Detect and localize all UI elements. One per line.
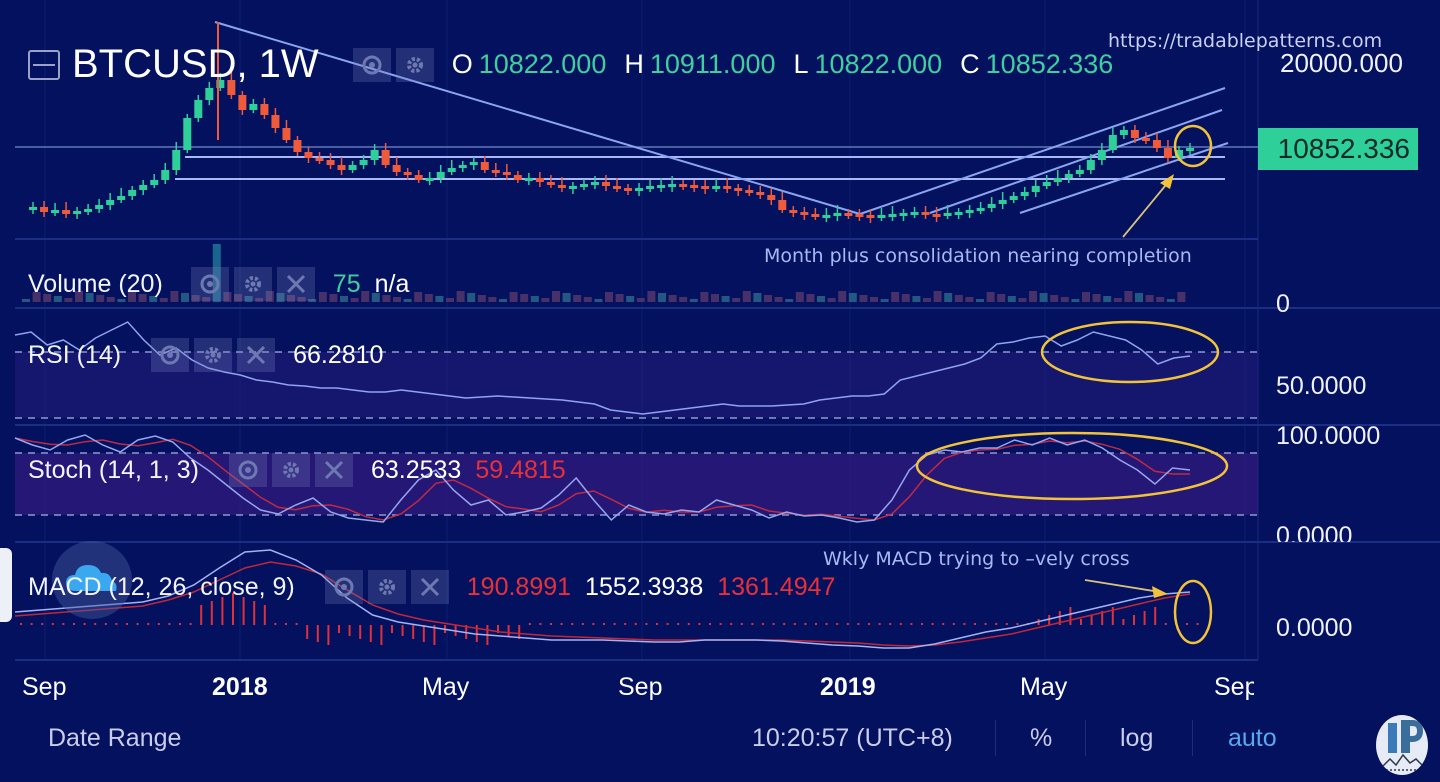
bottom-toolbar <box>0 712 1440 782</box>
rsi-visibility-button[interactable] <box>151 338 190 372</box>
rsi-value: 66.2810 <box>293 340 384 369</box>
low-value: 10822.000 <box>814 49 943 79</box>
macd-histogram-value: 190.8991 <box>466 572 572 601</box>
macd-signal-value: 1361.4947 <box>717 572 836 601</box>
stoch-axis-0: 0.0000 <box>1276 522 1353 542</box>
macd-visibility-button[interactable] <box>324 570 363 604</box>
rsi-legend: RSI (14) 66.2810 <box>28 338 383 372</box>
settings-button[interactable] <box>395 47 434 82</box>
gear-icon <box>244 276 261 292</box>
x-tick-sep-2018: Sep <box>618 673 663 701</box>
gear-icon <box>406 56 423 73</box>
volume-legend: Volume (20) 75 n/a <box>28 267 409 301</box>
price-annotation: Month plus consolidation nearing complet… <box>764 245 1192 267</box>
rsi-remove-button[interactable] <box>237 338 276 372</box>
cloud-icon[interactable] <box>52 541 132 619</box>
stoch-settings-button[interactable] <box>271 453 310 487</box>
toolbar-divider <box>1085 720 1086 756</box>
price-axis-20000: 20000.000 <box>1280 48 1403 78</box>
stoch-axis-100: 100.0000 <box>1276 422 1381 450</box>
rsi-axis-50: 50.0000 <box>1276 372 1367 400</box>
macd-annotation: Wkly MACD trying to –vely cross <box>823 548 1130 570</box>
rsi-settings-button[interactable] <box>194 338 233 372</box>
volume-visibility-button[interactable] <box>190 267 229 301</box>
x-tick-may-2018: May <box>422 673 470 701</box>
open-label: O <box>451 49 473 79</box>
x-tick-2018: 2018 <box>212 673 268 701</box>
gear-icon <box>282 462 299 478</box>
stoch-legend: Stoch (14, 1, 3) 63.2533 59.4815 <box>28 453 566 487</box>
stoch-visibility-button[interactable] <box>228 453 267 487</box>
macd-legend: MACD (12, 26, close, 9) 190.8991 1552.39… <box>28 570 835 604</box>
low-label: L <box>793 49 809 79</box>
stoch-remove-button[interactable] <box>314 453 353 487</box>
auto-scale-toggle[interactable]: auto <box>1228 724 1277 752</box>
volume-settings-button[interactable] <box>233 267 272 301</box>
visibility-toggle-button[interactable] <box>352 47 391 82</box>
last-price-tag: 10852.336 <box>1258 128 1418 170</box>
gear-icon <box>205 347 222 363</box>
clock-timezone[interactable]: 10:20:57 (UTC+8) <box>752 724 953 752</box>
tradable-patterns-logo <box>1376 715 1428 775</box>
side-panel-tab[interactable] <box>0 548 12 622</box>
close-icon <box>286 274 305 294</box>
log-scale-toggle[interactable]: log <box>1120 724 1154 752</box>
close-label: C <box>960 49 980 79</box>
macd-settings-button[interactable] <box>367 570 406 604</box>
macd-remove-button[interactable] <box>410 570 449 604</box>
x-tick-sep-2017: Sep <box>22 673 67 701</box>
eye-icon <box>160 345 180 365</box>
macd-title: MACD (12, 26, close, 9) <box>28 572 295 601</box>
toolbar-divider <box>995 720 996 756</box>
eye-icon <box>334 577 354 597</box>
close-icon <box>247 345 266 365</box>
open-value: 10822.000 <box>478 49 607 79</box>
eye-icon <box>200 274 220 294</box>
stoch-title: Stoch (14, 1, 3) <box>28 455 199 484</box>
macd-line-value: 1552.3938 <box>585 572 704 601</box>
x-tick-may-2019: May <box>1020 673 1068 701</box>
collapse-legend-button[interactable] <box>28 49 60 80</box>
close-icon <box>420 577 439 597</box>
macd-axis-zero: 0.0000 <box>1276 614 1353 642</box>
x-tick-sep-2019: Sep <box>1214 673 1254 701</box>
close-value: 10852.336 <box>985 49 1114 79</box>
stoch-d-value: 59.4815 <box>475 455 566 484</box>
high-value: 10911.000 <box>649 49 776 79</box>
watermark-url: https://tradablepatterns.com <box>1108 30 1383 52</box>
volume-title: Volume (20) <box>28 269 163 298</box>
x-tick-2019: 2019 <box>820 673 876 701</box>
close-icon <box>324 460 343 480</box>
high-label: H <box>624 49 644 79</box>
eye-icon <box>362 55 382 74</box>
price-legend: BTCUSD, 1W O 10822.000 H 10911.000 L 108… <box>28 42 1113 87</box>
volume-value: 75 <box>332 269 361 298</box>
volume-remove-button[interactable] <box>276 267 315 301</box>
eye-icon <box>238 460 258 480</box>
stoch-k-value: 63.2533 <box>370 455 462 484</box>
symbol-title[interactable]: BTCUSD, 1W <box>72 42 319 86</box>
rsi-title: RSI (14) <box>28 340 122 369</box>
toolbar-divider <box>1192 720 1193 756</box>
percent-scale-toggle[interactable]: % <box>1030 724 1053 752</box>
gear-icon <box>378 579 395 595</box>
volume-axis-zero: 0 <box>1276 290 1290 318</box>
date-range-button[interactable]: Date Range <box>48 724 182 752</box>
volume-ma-value: n/a <box>374 269 410 298</box>
